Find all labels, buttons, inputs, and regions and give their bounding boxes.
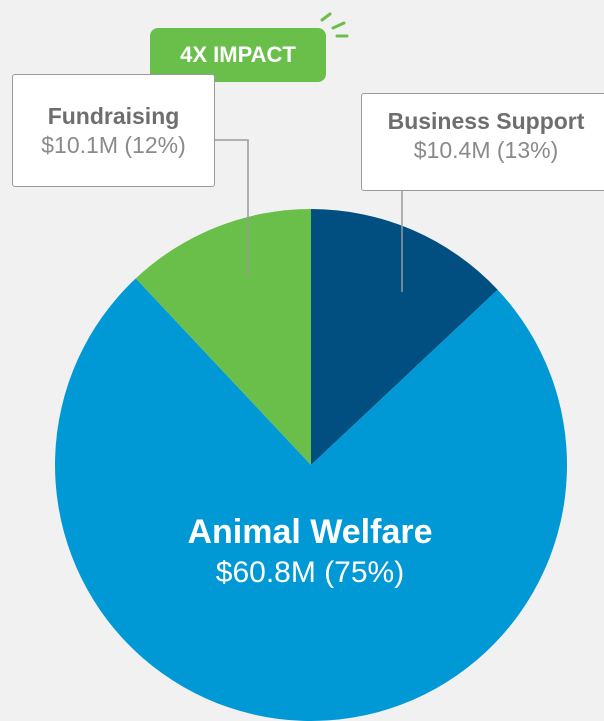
- value-label: $10.4M (13%): [413, 137, 559, 163]
- impact-badge: 4X IMPACT: [150, 28, 326, 82]
- sparkle: [320, 12, 349, 38]
- sparkle-dash: [320, 12, 332, 22]
- pie-slice: [135, 209, 311, 465]
- leader-line: [214, 139, 249, 276]
- sparkle-dash: [331, 21, 346, 30]
- slice-label: Fundraising: [47, 103, 180, 129]
- value-label: $10.1M (12%): [41, 132, 186, 158]
- value-label: $60.8M (75%): [215, 556, 405, 589]
- pie-slice: [311, 209, 498, 465]
- pie: [54, 209, 567, 721]
- slice-label: Animal Welfare: [187, 513, 433, 551]
- pie-slice: [54, 278, 567, 721]
- label-box: Business Support $10.4M (13%): [361, 93, 604, 191]
- slice-label: Business Support: [387, 108, 585, 134]
- inner-label: Animal Welfare $60.8M (75%): [180, 512, 440, 590]
- leaders: [214, 139, 403, 292]
- label-box: Fundraising $10.1M (12%): [12, 74, 215, 187]
